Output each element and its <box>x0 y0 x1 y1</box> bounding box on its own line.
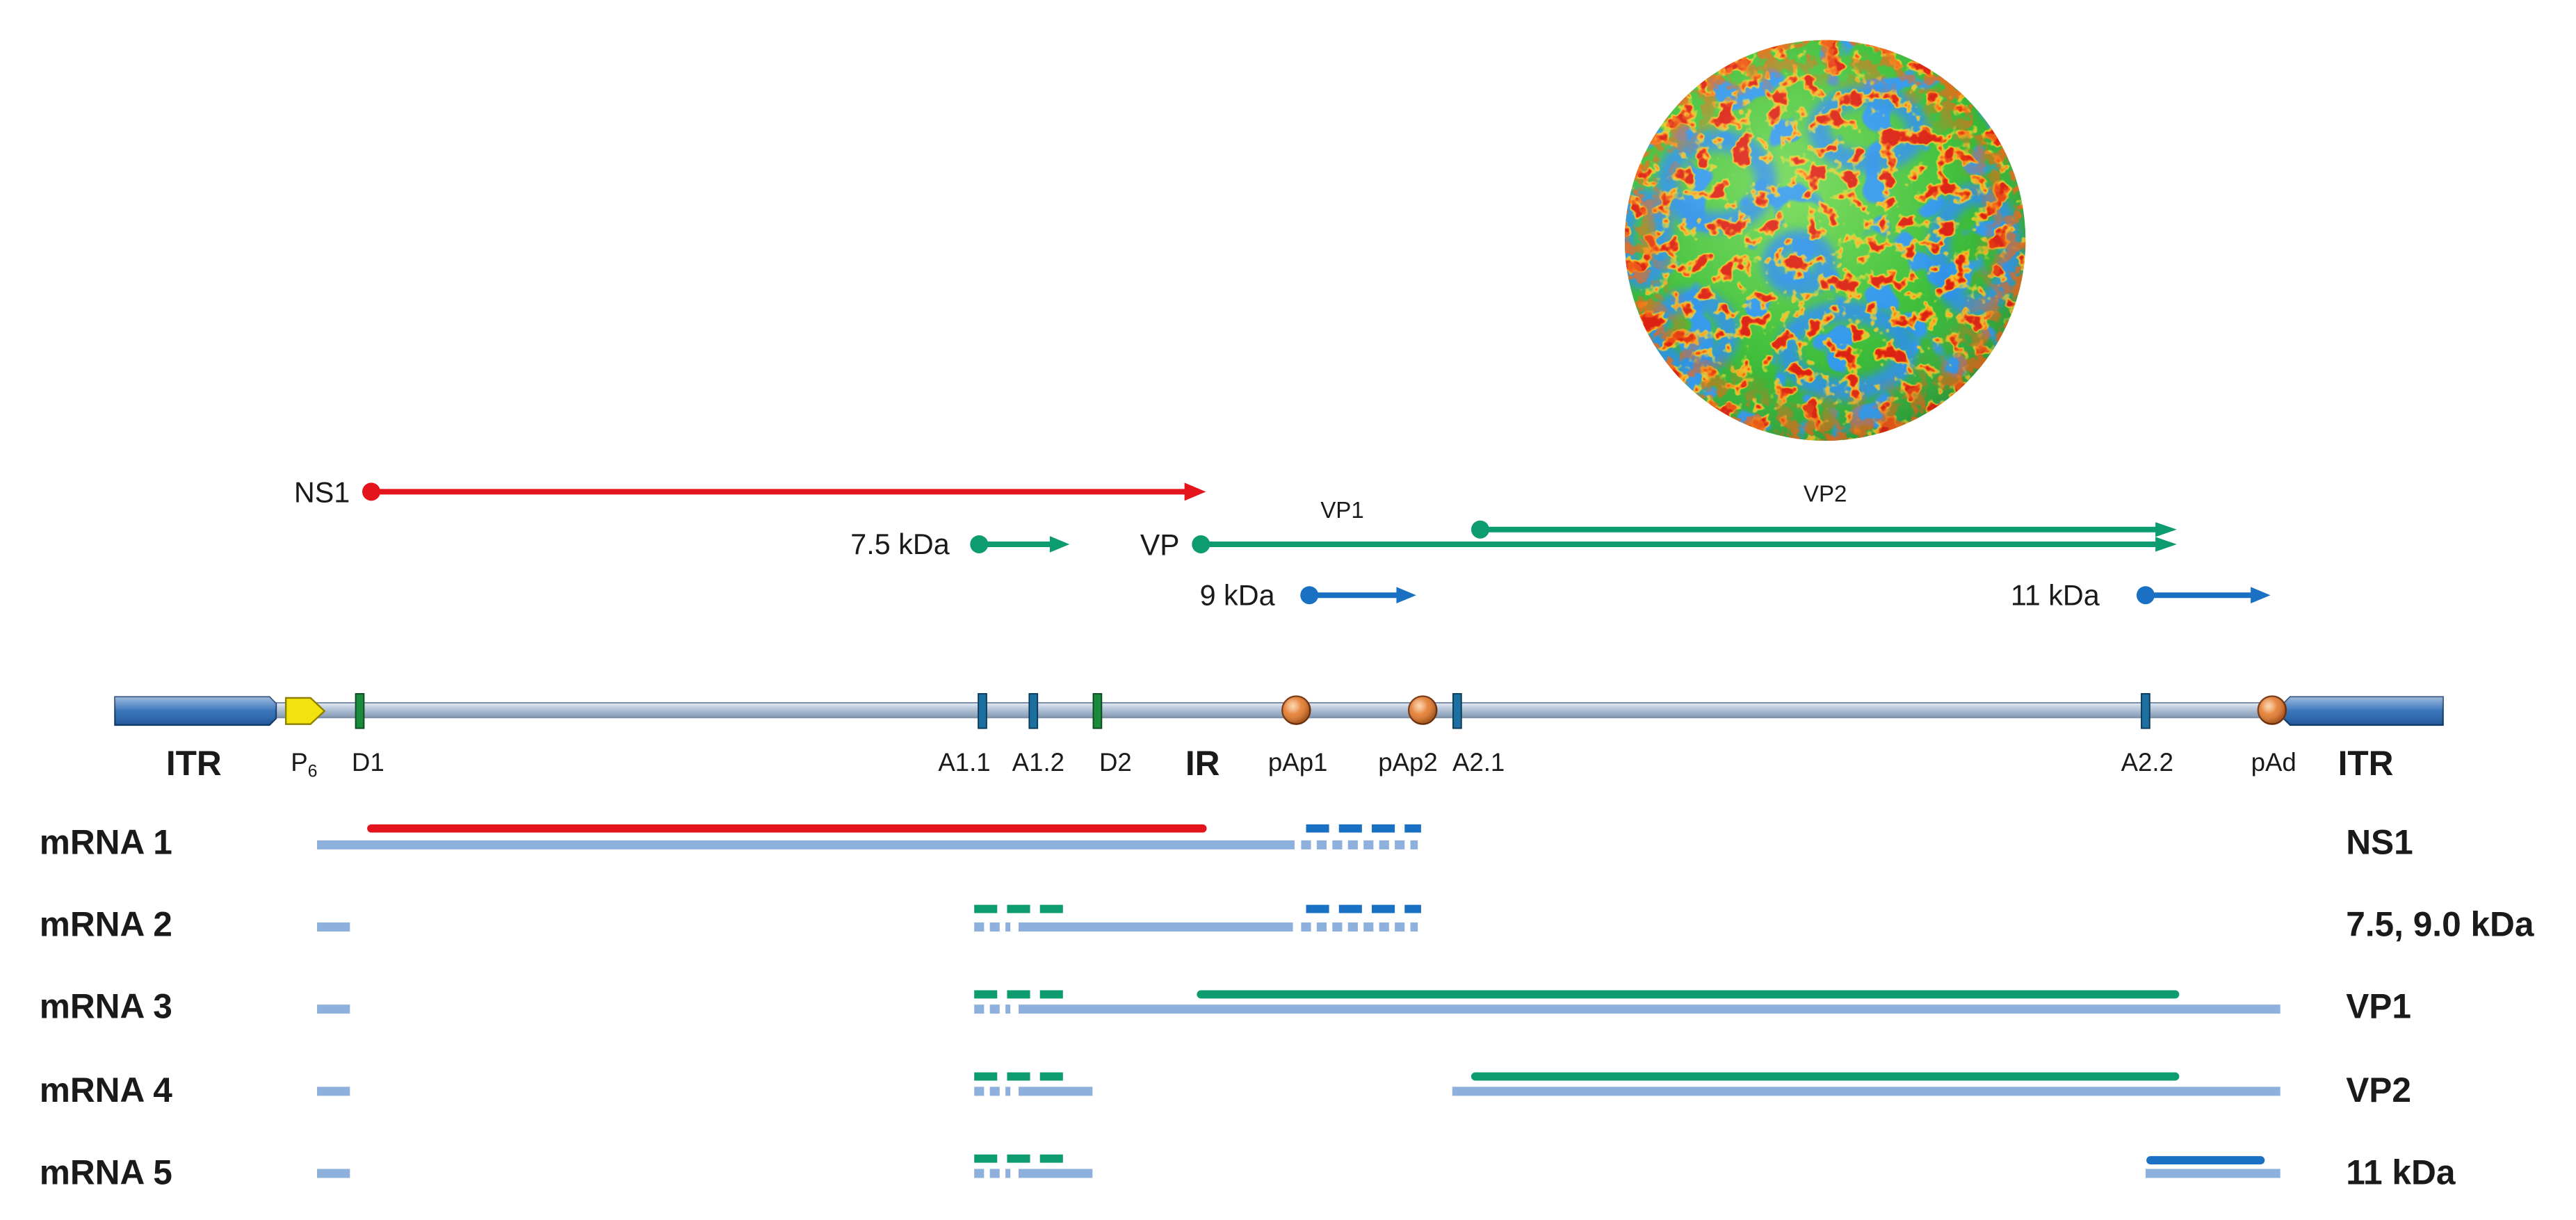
label-a1-2: A1.2 <box>1012 748 1064 776</box>
itr-right-sheen <box>2283 697 2443 725</box>
transcript-row: mRNA 3 VP1 <box>40 987 2411 1026</box>
label-d2: D2 <box>1099 748 1132 776</box>
orf-vp2-label: VP2 <box>1804 482 1847 507</box>
marker-a1-2 <box>1028 693 1039 729</box>
transcript-product: 7.5, 9.0 kDa <box>2346 905 2534 944</box>
transcript-map: mRNA 1 NS1 mRNA 2 7.5, 9.0 kDa mRNA 3 <box>40 822 2534 1191</box>
marker-a1-1 <box>978 693 987 729</box>
virus-capsid-image <box>1624 40 2026 441</box>
transcript-product: 11 kDa <box>2346 1153 2456 1191</box>
orf-9kda-label: 9 kDa <box>1200 579 1275 611</box>
label-ir: IR <box>1185 744 1220 783</box>
marker-d2 <box>1092 693 1103 729</box>
label-a2-1: A2.1 <box>1452 748 1505 776</box>
transcript-product: VP1 <box>2346 987 2411 1026</box>
orf-vp2-arrowhead <box>2155 522 2177 537</box>
orf-ns1-label: NS1 <box>294 477 350 509</box>
orf-ns1-arrowhead <box>1184 482 1206 501</box>
orf-7-5kda-label: 7.5 kDa <box>850 528 949 560</box>
label-itr-right: ITR <box>2338 744 2394 783</box>
orf-7-5kda: 7.5 kDa <box>850 528 1070 560</box>
orf-11kda: 11 kDa <box>2011 579 2271 611</box>
orf-vp-label: VP <box>1140 528 1180 562</box>
orf-vp1-arrowhead <box>2155 537 2177 552</box>
capsid-shading <box>1624 40 2026 441</box>
label-promoter: P6 <box>291 748 317 781</box>
transcript-row: mRNA 4 VP2 <box>40 1071 2411 1109</box>
transcript-label: mRNA 1 <box>40 822 172 861</box>
genome-backbone <box>270 702 2286 719</box>
transcript-label: mRNA 2 <box>40 905 172 944</box>
orf-11kda-label: 11 kDa <box>2011 579 2100 611</box>
genome-map: ITR P6 D1 A1.1 A1.2 D2 IR pAp1 pAp2 A2.1… <box>114 693 2444 783</box>
marker-pap2 <box>1407 695 1438 725</box>
marker-d1 <box>355 693 365 729</box>
transcript-product: NS1 <box>2346 822 2413 861</box>
transcript-label: mRNA 5 <box>40 1153 172 1191</box>
label-a1-1: A1.1 <box>938 748 990 776</box>
promoter-arrow-icon <box>284 697 326 725</box>
transcript-product: VP2 <box>2346 1071 2411 1109</box>
marker-pap1 <box>1281 695 1311 725</box>
transcript-label: mRNA 4 <box>40 1071 173 1109</box>
itr-right-box <box>2283 696 2444 726</box>
label-d1: D1 <box>352 748 384 776</box>
orf-9kda: 9 kDa <box>1200 579 1416 611</box>
transcript-row: mRNA 5 11 kDa <box>40 1153 2456 1191</box>
marker-a2-2 <box>2141 693 2150 729</box>
label-promoter-letter: P <box>291 748 307 776</box>
transcript-row: mRNA 2 7.5, 9.0 kDa <box>40 905 2534 944</box>
itr-left-box <box>114 696 277 726</box>
orf-7-5kda-arrowhead <box>1049 536 1070 553</box>
orf-map: NS1 7.5 kDa VP VP1 VP2 9 kDa <box>294 477 2271 611</box>
orf-9kda-arrowhead <box>1396 587 1416 604</box>
label-itr-left: ITR <box>166 744 222 783</box>
label-a2-2: A2.2 <box>2121 748 2173 776</box>
label-pap2: pAp2 <box>1378 748 1438 776</box>
marker-pad-highlight <box>2258 696 2286 724</box>
label-pad: pAd <box>2251 748 2296 776</box>
orf-vp1-label: VP1 <box>1320 498 1364 523</box>
marker-pap2-highlight <box>1409 696 1437 724</box>
marker-a2-1 <box>1452 693 1462 729</box>
transcript-row: mRNA 1 NS1 <box>40 822 2413 861</box>
orf-vp: VP VP1 VP2 <box>1140 482 2177 562</box>
marker-pad <box>2257 695 2287 725</box>
orf-ns1: NS1 <box>294 477 1206 509</box>
orf-11kda-arrowhead <box>2251 587 2271 604</box>
itr-left-sheen <box>115 697 276 725</box>
marker-pap1-highlight <box>1282 696 1311 724</box>
transcript-label: mRNA 3 <box>40 987 172 1026</box>
label-pap1: pAp1 <box>1268 748 1328 776</box>
label-promoter-subscript: 6 <box>308 762 318 781</box>
